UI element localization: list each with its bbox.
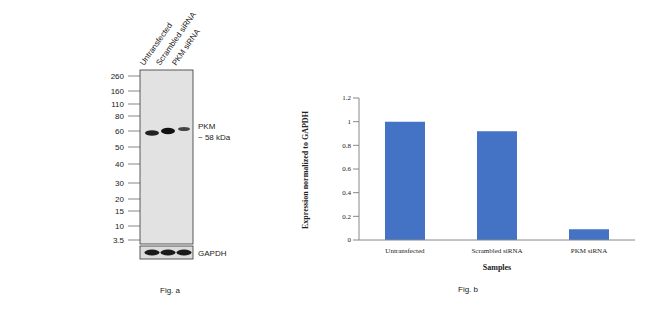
svg-text:30: 30 [115,179,124,188]
svg-text:50: 50 [115,143,124,152]
svg-text:40: 40 [115,160,124,169]
svg-text:Expression normalized to GAPDH: Expression normalized to GAPDH [301,110,310,229]
svg-text:10: 10 [115,222,124,231]
svg-text:260: 260 [111,72,125,81]
svg-text:0.6: 0.6 [342,165,351,173]
svg-text:0: 0 [348,236,352,244]
svg-text:1.2: 1.2 [342,94,351,102]
svg-text:20: 20 [115,195,124,204]
svg-text:60: 60 [115,127,124,136]
svg-text:Untransfected: Untransfected [138,21,175,68]
svg-text:110: 110 [111,100,124,109]
svg-text:PKM: PKM [198,122,216,131]
svg-text:PKM siRNA: PKM siRNA [170,27,202,67]
svg-text:15: 15 [115,207,124,216]
svg-text:0.8: 0.8 [342,142,351,150]
svg-text:160: 160 [111,87,125,96]
html-text:Fig. b: Fig. b [458,285,478,294]
svg-text:Samples: Samples [483,263,511,272]
svg-text:0.4: 0.4 [342,189,351,197]
svg-text:GAPDH: GAPDH [198,249,227,258]
svg-text:Untransfected: Untransfected [385,247,425,255]
svg-text:Scrambled siRNA: Scrambled siRNA [471,247,522,255]
svg-text:Fig. a: Fig. a [160,286,181,295]
svg-text:0.2: 0.2 [342,213,351,221]
svg-text:PKM siRNA: PKM siRNA [571,247,607,255]
svg-text:Scrambled siRNA: Scrambled siRNA [154,10,198,68]
svg-text:~ 58 kDa: ~ 58 kDa [198,133,231,142]
svg-text:1: 1 [348,118,352,126]
svg-text:3.5: 3.5 [113,236,125,245]
svg-text:80: 80 [115,112,124,121]
